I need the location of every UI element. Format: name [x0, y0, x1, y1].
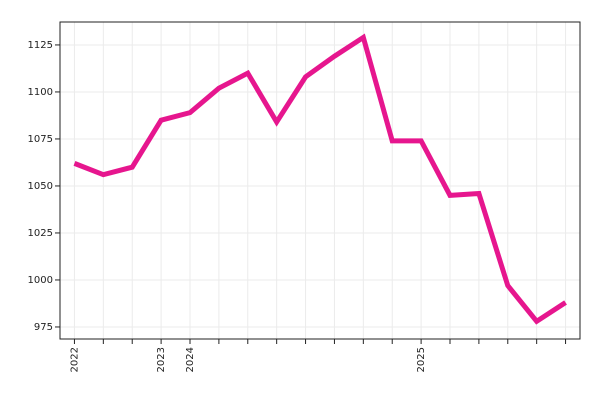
x-tick-label: 2022 — [69, 347, 80, 372]
line — [73, 33, 567, 325]
y-tick-label: 1000 — [28, 275, 53, 286]
y-tick-label: 975 — [34, 322, 53, 333]
x-tick-label: 2023 — [156, 347, 167, 372]
x-tick-label: 2025 — [416, 347, 427, 372]
y-tick-label: 1050 — [28, 181, 53, 192]
y-tick-label: 1025 — [28, 228, 53, 239]
y-tick-label: 1075 — [28, 134, 53, 145]
y-tick-label: 1125 — [28, 40, 53, 51]
y-tick-label: 1100 — [28, 87, 53, 98]
plot-frame — [59, 21, 581, 340]
x-tick-label: 2024 — [185, 347, 196, 372]
